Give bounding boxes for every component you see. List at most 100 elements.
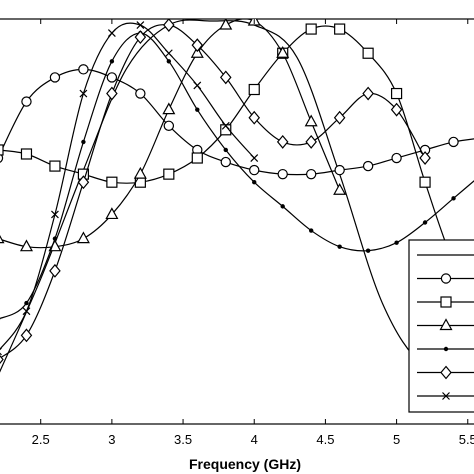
x-tick-label: 4.5: [316, 432, 334, 447]
series-1: [0, 19, 474, 390]
data-point: [362, 160, 374, 172]
series-4: [0, 19, 347, 252]
data-point: [304, 114, 318, 127]
data-point: [248, 83, 260, 96]
data-point: [105, 207, 119, 220]
x-tick-label: 5: [393, 432, 400, 447]
legend-marker: [440, 273, 452, 284]
data-point: [77, 175, 90, 190]
legend-marker: [443, 346, 449, 352]
data-point: [0, 354, 4, 365]
data-point: [390, 102, 403, 117]
data-point: [390, 87, 403, 100]
legend-entry-6: [417, 365, 474, 380]
data-point: [305, 168, 317, 180]
data-point: [81, 139, 86, 145]
data-point: [22, 307, 31, 316]
data-point: [276, 45, 290, 58]
data-point: [223, 147, 228, 153]
data-point: [163, 120, 175, 131]
series-line: [0, 19, 341, 249]
x-axis-title: Frequency (GHz): [189, 456, 301, 472]
data-point: [334, 23, 346, 35]
series-line: [0, 19, 474, 390]
data-point: [78, 64, 89, 75]
data-point: [334, 164, 345, 176]
series-2: [0, 64, 474, 180]
data-point: [305, 134, 317, 149]
data-point: [337, 244, 342, 249]
data-point: [219, 70, 232, 85]
legend: [408, 239, 474, 413]
data-point: [252, 180, 257, 185]
data-point: [305, 23, 317, 35]
x-axis: 2.5 3 3.5 4 4.5 5 5.5: [32, 19, 474, 447]
series-3: [0, 23, 474, 300]
data-point: [106, 176, 118, 188]
data-point: [448, 136, 459, 148]
data-point: [162, 102, 176, 115]
legend-entry-2: [417, 273, 474, 284]
series-line: [0, 24, 426, 359]
data-point: [49, 160, 61, 172]
data-point: [76, 231, 90, 244]
data-point: [193, 81, 202, 90]
x-tick-label: 2.5: [32, 432, 50, 447]
data-point: [107, 29, 116, 38]
legend-entry-4: [417, 318, 474, 331]
data-point: [163, 168, 175, 180]
data-point: [20, 328, 33, 343]
data-point: [419, 151, 431, 165]
data-point: [51, 210, 59, 219]
data-point: [365, 248, 371, 253]
data-point: [280, 204, 285, 209]
data-point: [419, 176, 431, 188]
data-point: [166, 59, 172, 64]
data-point: [49, 263, 61, 278]
data-point: [277, 168, 288, 180]
series-line: [0, 25, 474, 300]
series-6: [0, 19, 431, 365]
data-point: [190, 45, 204, 58]
data-point: [0, 347, 2, 356]
x-tick-label: 4: [251, 432, 258, 447]
data-point: [220, 156, 231, 168]
data-point: [20, 148, 33, 160]
data-point: [164, 49, 173, 58]
legend-entry-7: [417, 392, 474, 400]
data-point: [250, 154, 259, 162]
legend-marker: [442, 392, 450, 400]
data-point: [276, 134, 289, 149]
data-point: [451, 196, 456, 201]
data-point: [106, 86, 118, 101]
data-point: [0, 235, 5, 244]
data-point: [221, 121, 230, 130]
x-tick-label: 5.5: [459, 432, 474, 447]
data-point: [422, 220, 428, 225]
data-point: [0, 144, 4, 156]
data-point: [391, 152, 402, 164]
data-point: [106, 72, 118, 83]
data-point: [333, 110, 346, 125]
data-point: [362, 86, 374, 101]
data-point: [134, 30, 147, 45]
data-point: [79, 89, 88, 98]
legend-marker: [440, 296, 452, 308]
x-tick-label: 3: [108, 432, 115, 447]
data-point: [191, 152, 203, 164]
series-5: [0, 30, 474, 321]
data-point: [109, 59, 115, 64]
data-point: [133, 166, 147, 179]
series-7: [0, 21, 259, 356]
data-point: [394, 240, 399, 245]
data-point: [308, 228, 314, 233]
series-layer: [0, 19, 474, 390]
data-point: [49, 72, 61, 83]
legend-entry-5: [417, 346, 474, 352]
series-line: [0, 32, 474, 320]
series-line: [0, 22, 255, 350]
data-point: [362, 47, 374, 59]
data-point: [52, 236, 58, 241]
data-point: [135, 88, 146, 99]
